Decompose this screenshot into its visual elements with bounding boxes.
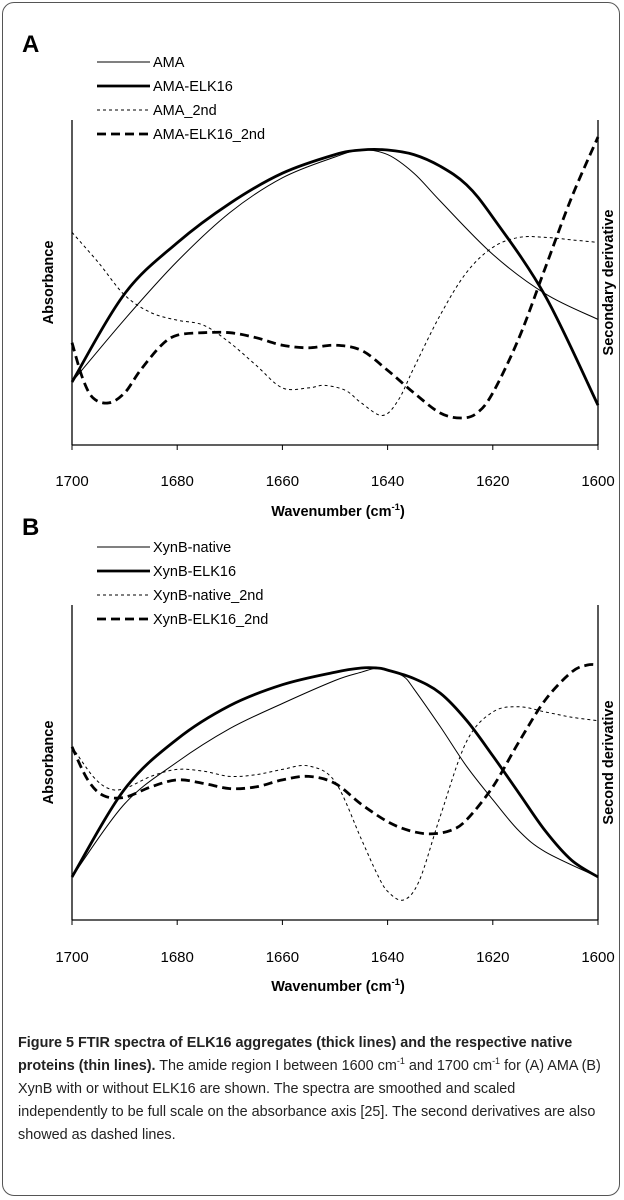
- panel-b-right-y-label: Second derivative: [601, 700, 617, 824]
- caption-title: Figure 5 FTIR spectra of ELK16 aggregate…: [18, 1035, 573, 1074]
- caption-sup-2: -1: [492, 1056, 501, 1067]
- panel-a-x-tick-label: 1680: [161, 473, 194, 490]
- panel-b-left-y-label: Absorbance: [41, 721, 57, 805]
- panel-b-x-tick-label: 1680: [161, 949, 194, 966]
- panel-a-legend-label: AMA-ELK16: [153, 79, 233, 95]
- panel-a-x-axis-label: Wavenumber (cm-1): [271, 502, 405, 520]
- panel-b-legend-label: XynB-native_2nd: [153, 588, 263, 604]
- panel-a-series-ama-elk16: [70, 148, 600, 406]
- panel-a-series-ama-elk16-2nd: [70, 136, 600, 420]
- caption-sup-1: -1: [396, 1056, 405, 1067]
- panel-b-x-tick-label: 1640: [371, 949, 404, 966]
- panel-b-label: B: [22, 514, 39, 541]
- panel-a-left-y-label: Absorbance: [41, 241, 57, 325]
- panel-b-series-xynb-elk16-2nd: [70, 663, 599, 836]
- panel-b-series-xynb-native-2nd: [71, 706, 599, 901]
- panel-b-x-tick-label: 1660: [266, 949, 299, 966]
- panel-b-series-xynb-native: [71, 667, 599, 878]
- panel-b-legend-label: XynB-native: [153, 540, 231, 556]
- panel-a-x-tick-label: 1600: [581, 473, 614, 490]
- panel-b-series-xynb-elk16: [70, 666, 599, 879]
- panel-b-legend-label: XynB-ELK16_2nd: [153, 612, 268, 628]
- panel-b-x-tick-label: 1700: [55, 949, 88, 966]
- panel-a-x-tick-label: 1660: [266, 473, 299, 490]
- panel-a-right-y-label: Secondary derivative: [601, 210, 617, 356]
- panel-b-legend-label: XynB-ELK16: [153, 564, 236, 580]
- caption-text-1: The amide region I between 1600 cm: [155, 1058, 397, 1074]
- panel-b-x-tick-label: 1600: [581, 949, 614, 966]
- panel-a-label: A: [22, 31, 39, 58]
- caption-text-3: for (A) AMA (B) XynB with or without ELK…: [18, 1058, 601, 1143]
- figure-caption: Figure 5 FTIR spectra of ELK16 aggregate…: [18, 1032, 608, 1147]
- panel-a-legend-label: AMA-ELK16_2nd: [153, 127, 265, 143]
- panel-a-legend-label: AMA_2nd: [153, 103, 217, 119]
- panel-a-legend-label: AMA: [153, 55, 185, 71]
- panel-a-x-tick-label: 1640: [371, 473, 404, 490]
- panel-b-x-tick-label: 1620: [476, 949, 509, 966]
- caption-title-end: .: [151, 1058, 156, 1074]
- panel-a-series-ama-2nd: [71, 231, 599, 417]
- caption-text-2: and 1700 cm: [404, 1058, 493, 1074]
- panel-a-x-tick-label: 1620: [476, 473, 509, 490]
- panel-a-x-tick-label: 1700: [55, 473, 88, 490]
- panel-b-x-axis-label: Wavenumber (cm-1): [271, 977, 405, 995]
